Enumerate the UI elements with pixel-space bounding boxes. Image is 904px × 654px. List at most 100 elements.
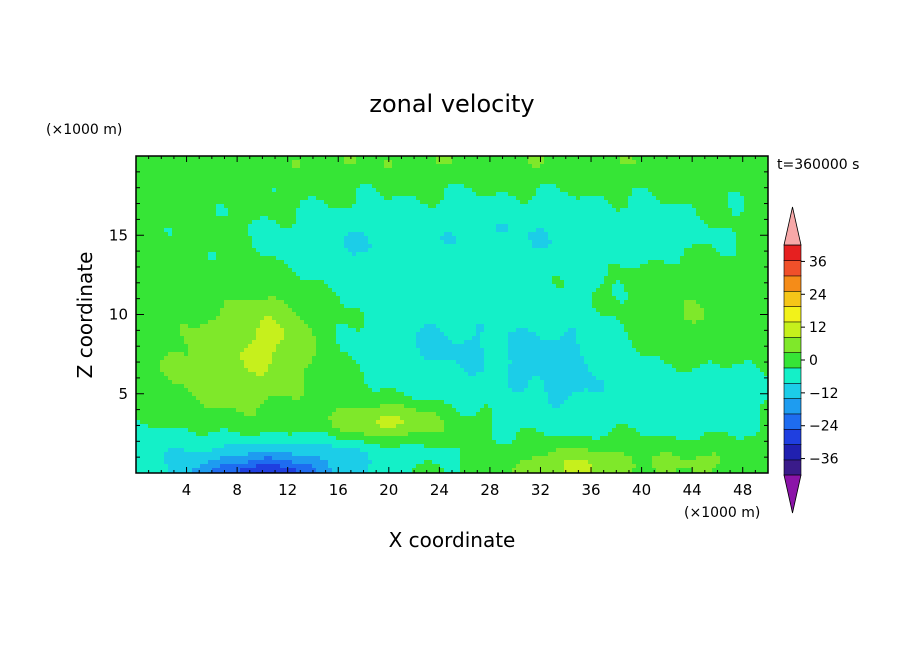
field-cell-2504 (672, 216, 677, 221)
field-cell-1013 (396, 180, 401, 185)
field-cell-412 (520, 164, 525, 169)
field-cell-742 (576, 172, 581, 177)
field-cell-3665 (260, 248, 265, 253)
field-cell-1693 (588, 196, 593, 201)
field-cell-3127 (636, 232, 641, 237)
field-cell-523 (332, 168, 337, 173)
field-cell-4917 (212, 280, 217, 285)
field-cell-1489 (404, 192, 409, 197)
field-cell-4381 (596, 264, 601, 269)
field-cell-133 (668, 156, 673, 161)
field-cell-2650 (624, 220, 629, 225)
field-cell-4808 (408, 276, 413, 281)
field-cell-767 (676, 172, 681, 177)
field-cell-4110 (144, 260, 149, 265)
field-cell-20 (216, 156, 221, 161)
field-cell-1303 (292, 188, 297, 193)
field-cell-2622 (512, 220, 517, 225)
field-cell-1542 (616, 192, 621, 197)
field-cell-3562 (480, 244, 485, 249)
field-cell-4845 (556, 276, 561, 281)
field-cell-936 (720, 176, 725, 181)
field-cell-2601 (428, 220, 433, 225)
field-cell-916 (640, 176, 645, 181)
field-cell-299 (700, 160, 705, 165)
field-cell-2616 (488, 220, 493, 225)
field-cell-2272 (376, 212, 381, 217)
field-cell-639 (164, 172, 169, 177)
field-cell-2948 (552, 228, 557, 233)
field-cell-1666 (480, 196, 485, 201)
field-cell-408 (504, 164, 509, 169)
field-cell-4749 (172, 276, 177, 281)
field-cell-1213 (564, 184, 569, 189)
field-cell-1569 (724, 192, 729, 197)
field-cell-2271 (372, 212, 377, 217)
field-cell-3656 (224, 248, 229, 253)
field-cell-2786 (536, 224, 541, 229)
field-cell-2474 (552, 216, 557, 221)
field-cell-3663 (252, 248, 257, 253)
field-cell-2518 (728, 216, 733, 221)
field-cell-4941 (308, 280, 313, 285)
field-cell-3272 (584, 236, 589, 241)
field-cell-3384 (400, 240, 405, 245)
field-cell-2903 (372, 228, 377, 233)
field-cell-3668 (272, 248, 277, 253)
field-cell-2711 (236, 224, 241, 229)
field-cell-1692 (584, 196, 589, 201)
field-cell-2811 (636, 224, 641, 229)
field-cell-1114 (168, 184, 173, 189)
field-cell-2201 (724, 208, 729, 213)
field-cell-3920 (648, 252, 653, 257)
field-cell-1155 (332, 184, 337, 189)
field-cell-4841 (540, 276, 545, 281)
field-cell-2697 (180, 224, 185, 229)
field-cell-3234 (432, 236, 437, 241)
field-cell-2895 (340, 228, 345, 233)
field-cell-1405 (700, 188, 705, 193)
field-cell-1327 (388, 188, 393, 193)
field-cell-4368 (544, 264, 549, 269)
field-cell-4657 (436, 272, 441, 277)
field-cell-1412 (728, 188, 733, 193)
field-cell-291 (668, 160, 673, 165)
field-cell-2878 (272, 228, 277, 233)
field-cell-3608 (664, 244, 669, 249)
field-cell-3226 (400, 236, 405, 241)
field-cell-1645 (396, 196, 401, 201)
field-cell-2259 (324, 212, 329, 217)
field-cell-1532 (576, 192, 581, 197)
field-cell-66 (400, 156, 405, 161)
field-cell-2482 (584, 216, 589, 221)
field-cell-2286 (432, 212, 437, 217)
field-cell-2971 (644, 228, 649, 233)
field-cell-2234 (224, 212, 229, 217)
field-cell-284 (640, 160, 645, 165)
field-cell-2452 (464, 216, 469, 221)
field-cell-719 (484, 172, 489, 177)
field-cell-4944 (320, 280, 325, 285)
field-cell-3304 (712, 236, 717, 241)
field-cell-797 (164, 176, 169, 181)
field-cell-497 (228, 168, 233, 173)
field-cell-4889 (732, 276, 737, 281)
field-cell-3392 (432, 240, 437, 245)
field-cell-4294 (248, 264, 253, 269)
field-cell-971 (228, 180, 233, 185)
field-cell-727 (516, 172, 521, 177)
field-cell-3574 (528, 244, 533, 249)
field-cell-3868 (440, 252, 445, 257)
field-cell-3847 (356, 252, 361, 257)
field-cell-303 (716, 160, 721, 165)
field-cell-3040 (288, 232, 293, 237)
field-cell-2214 (144, 212, 149, 217)
field-cell-2444 (432, 216, 437, 221)
field-cell-1608 (248, 196, 253, 201)
field-cell-2557 (252, 220, 257, 225)
field-cell-2618 (496, 220, 501, 225)
field-cell-2535 (164, 220, 169, 225)
field-cell-4743 (148, 276, 153, 281)
field-cell-4893 (748, 276, 753, 281)
field-cell-820 (256, 176, 261, 181)
